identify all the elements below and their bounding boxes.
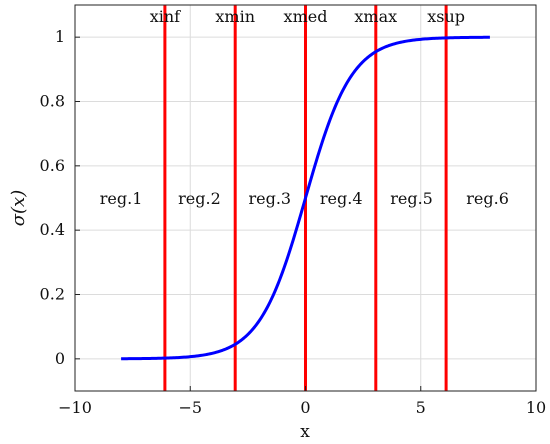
vertical-lines: xinf xmin xmed xmax xsup bbox=[150, 5, 465, 391]
region-label-reg.1: reg.1 bbox=[100, 189, 143, 208]
x-tick-label: 10 bbox=[526, 398, 546, 417]
y-tick-label: 0 bbox=[55, 349, 65, 368]
y-tick-label: 1 bbox=[55, 27, 65, 46]
x-tick-label: 5 bbox=[416, 398, 426, 417]
vertical-line-label-xmax: xmax bbox=[354, 7, 397, 26]
region-labels: reg.1 reg.2 reg.3 reg.4 reg.5 reg.6 bbox=[100, 189, 509, 208]
y-tick-label: 0.2 bbox=[40, 285, 65, 304]
vertical-line-label-xmed: xmed bbox=[284, 7, 328, 26]
series-layer bbox=[121, 35, 490, 361]
vertical-line-label-xsup: xsup bbox=[427, 7, 465, 26]
y-tick-label: 0.8 bbox=[40, 92, 65, 111]
x-axis-title: x bbox=[300, 422, 310, 442]
region-label-reg.5: reg.5 bbox=[390, 189, 433, 208]
x-tick-label: −5 bbox=[178, 398, 202, 417]
axes bbox=[74, 4, 537, 392]
tick-labels: −10 −5 0 5 10 0 0.2 0.4 0.6 0.8 1 bbox=[40, 27, 547, 417]
region-label-reg.4: reg.4 bbox=[320, 189, 363, 208]
region-label-reg.2: reg.2 bbox=[178, 189, 221, 208]
vertical-line-label-xmin: xmin bbox=[215, 7, 255, 26]
y-tick-label: 0.6 bbox=[40, 156, 65, 175]
x-tick-label: 0 bbox=[300, 398, 310, 417]
y-tick-label: 0.4 bbox=[40, 220, 65, 239]
region-label-reg.3: reg.3 bbox=[248, 189, 291, 208]
vertical-line-label-xinf: xinf bbox=[150, 7, 181, 26]
series-line-0 bbox=[121, 35, 490, 361]
region-label-reg.6: reg.6 bbox=[466, 189, 509, 208]
y-axis-title: σ(x) bbox=[8, 190, 29, 226]
x-tick-label: −10 bbox=[58, 398, 92, 417]
